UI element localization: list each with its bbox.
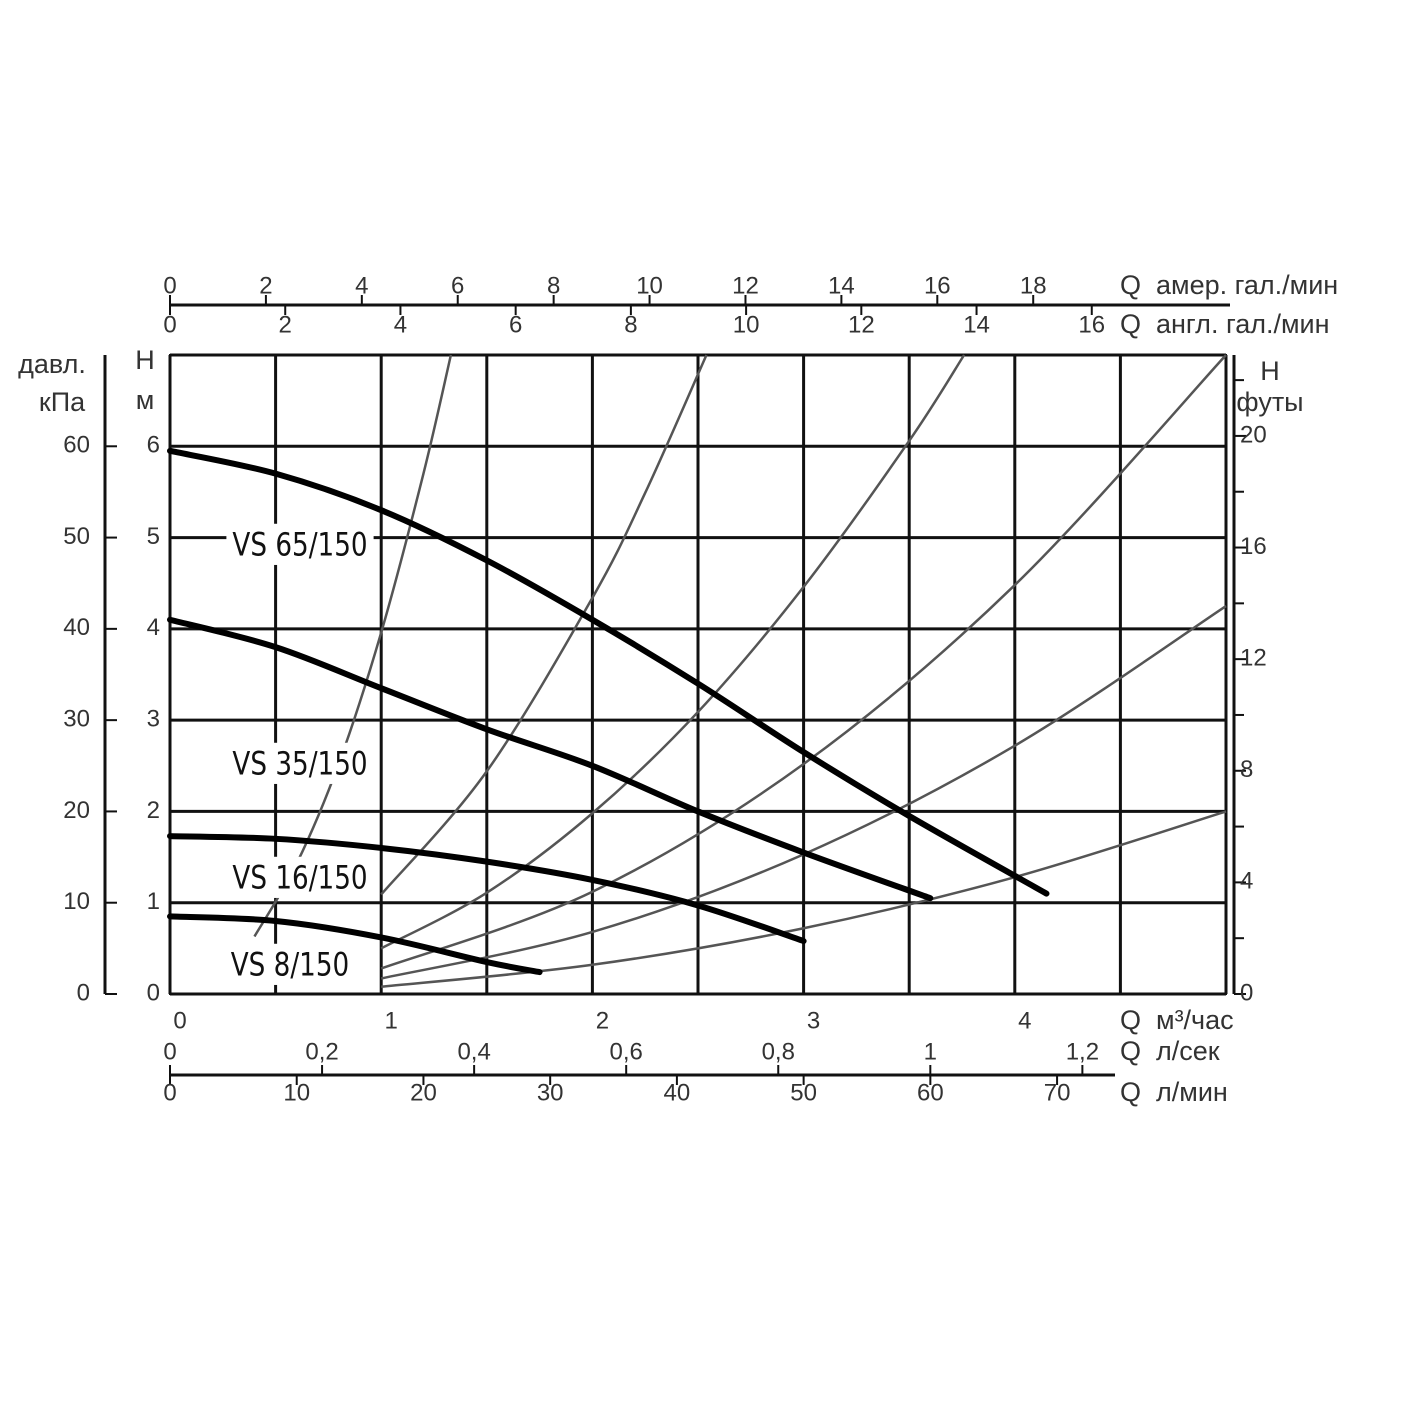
tick-label: 12 — [848, 311, 875, 338]
tick-label: 16 — [1078, 311, 1105, 338]
x-axis-title: Q м³/час — [1120, 1005, 1234, 1035]
tick-label: 0 — [163, 272, 176, 299]
label-background — [226, 856, 374, 898]
x-tick-label: 4 — [1018, 1007, 1031, 1034]
system-curve — [380, 354, 966, 950]
tick-label: 30 — [537, 1079, 564, 1106]
tick-label: 2 — [259, 272, 272, 299]
series-label: VS 16/150 — [232, 859, 367, 896]
tick-label: 40 — [63, 614, 90, 641]
pump-curve — [167, 833, 807, 945]
tick-label: 16 — [924, 272, 951, 299]
tick-label: 0 — [77, 979, 90, 1006]
y-tick-label: 0 — [147, 979, 160, 1006]
label-background — [226, 742, 374, 784]
axis-title: давл. — [18, 349, 86, 379]
tick-label: 8 — [547, 272, 560, 299]
tick-label: 60 — [63, 432, 90, 459]
tick-label: 40 — [664, 1079, 691, 1106]
y-tick-label: 4 — [147, 614, 160, 641]
tick-label: 10 — [636, 272, 663, 299]
series-label: VS 35/150 — [232, 745, 367, 782]
axis-title: футы — [1236, 387, 1303, 417]
tick-label: 10 — [733, 311, 760, 338]
system-curve — [380, 354, 708, 896]
label-background — [226, 523, 374, 565]
tick-label: 14 — [963, 311, 990, 338]
axis-title: кПа — [39, 387, 86, 417]
tick-label: 1,2 — [1066, 1038, 1099, 1065]
y-axis-title: м — [136, 385, 155, 415]
tick-label: 20 — [63, 797, 90, 824]
pump-curve — [167, 447, 1050, 897]
pump-curve — [167, 616, 934, 902]
tick-label: 0,8 — [762, 1038, 795, 1065]
tick-label: 4 — [355, 272, 368, 299]
x-tick-label: 0 — [173, 1007, 186, 1034]
tick-label: 50 — [790, 1079, 817, 1106]
tick-label: 6 — [451, 272, 464, 299]
tick-label: 1 — [924, 1038, 937, 1065]
axis-title: Q л/сек — [1120, 1036, 1220, 1066]
tick-label: 10 — [283, 1079, 310, 1106]
axis-title: Q англ. гал./мин — [1120, 309, 1330, 339]
tick-label: 4 — [394, 311, 407, 338]
tick-label: 60 — [917, 1079, 944, 1106]
axis-title: H — [1260, 356, 1280, 386]
tick-label: 12 — [1240, 644, 1267, 671]
system-curve — [381, 810, 1227, 988]
tick-label: 10 — [63, 888, 90, 915]
y-tick-label: 5 — [147, 523, 160, 550]
tick-label: 0 — [1240, 979, 1253, 1006]
tick-label: 0,4 — [457, 1038, 490, 1065]
x-tick-label: 3 — [807, 1007, 820, 1034]
tick-label: 0 — [163, 311, 176, 338]
tick-label: 4 — [1240, 868, 1253, 895]
tick-label: 6 — [509, 311, 522, 338]
tick-label: 2 — [279, 311, 292, 338]
tick-label: 0,2 — [305, 1038, 338, 1065]
tick-label: 16 — [1240, 533, 1267, 560]
axis-title: Q амер. гал./мин — [1120, 270, 1338, 300]
axis-title: Q л/мин — [1120, 1077, 1228, 1107]
y-tick-label: 3 — [147, 705, 160, 732]
tick-label: 14 — [828, 272, 855, 299]
tick-label: 70 — [1044, 1079, 1071, 1106]
y-tick-label: 6 — [147, 432, 160, 459]
tick-label: 30 — [63, 705, 90, 732]
tick-label: 50 — [63, 523, 90, 550]
y-tick-label: 1 — [147, 888, 160, 915]
x-tick-label: 1 — [385, 1007, 398, 1034]
label-background — [224, 943, 356, 985]
tick-label: 20 — [1240, 421, 1267, 448]
tick-label: 0 — [163, 1079, 176, 1106]
tick-label: 0 — [163, 1038, 176, 1065]
series-label: VS 8/150 — [231, 946, 350, 983]
tick-label: 8 — [1240, 756, 1253, 783]
y-axis-title: H — [135, 345, 155, 375]
tick-label: 20 — [410, 1079, 437, 1106]
pump-curve — [167, 913, 543, 976]
x-tick-label: 2 — [596, 1007, 609, 1034]
tick-label: 12 — [732, 272, 759, 299]
tick-label: 8 — [624, 311, 637, 338]
tick-label: 18 — [1020, 272, 1047, 299]
tick-label: 0,6 — [610, 1038, 643, 1065]
series-label: VS 65/150 — [232, 526, 367, 563]
y-tick-label: 2 — [147, 797, 160, 824]
